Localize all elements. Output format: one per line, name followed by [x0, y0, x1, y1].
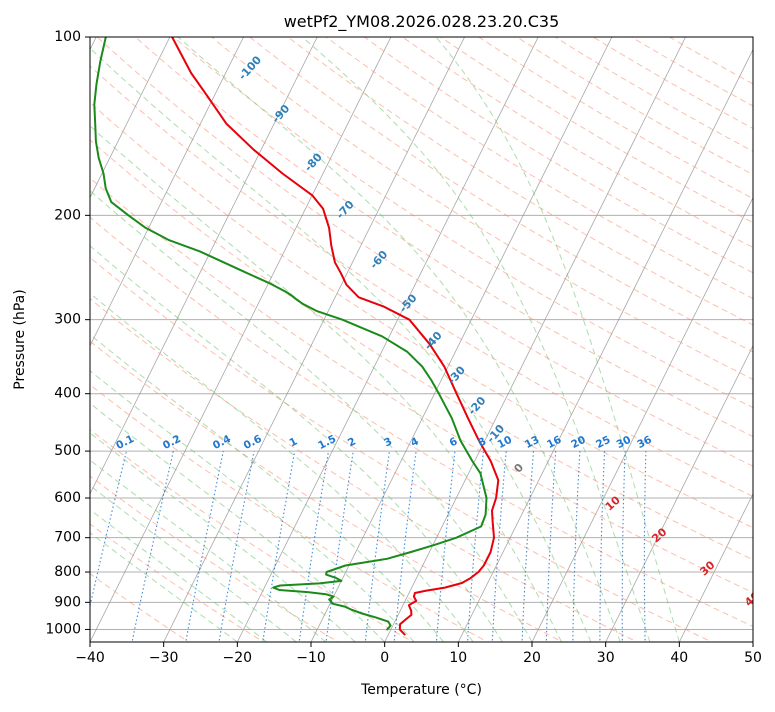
- x-tick-label: −30: [149, 650, 179, 666]
- y-tick-label: 900: [54, 594, 81, 610]
- y-tick-label: 100: [54, 29, 81, 45]
- x-tick-label: 10: [449, 650, 467, 666]
- x-tick-label: 0: [380, 650, 389, 666]
- y-axis-label: Pressure (hPa): [12, 289, 28, 389]
- x-tick-label: −10: [296, 650, 326, 666]
- x-tick-label: 50: [744, 650, 762, 666]
- y-tick-label: 700: [54, 530, 81, 546]
- y-tick-label: 300: [54, 312, 81, 328]
- y-tick-label: 200: [54, 207, 81, 223]
- chart-title: wetPf2_YM08.2026.028.23.20.C35: [284, 12, 560, 32]
- y-tick-label: 800: [54, 564, 81, 580]
- x-tick-label: 30: [597, 650, 615, 666]
- x-axis-label: Temperature (°C): [360, 682, 482, 698]
- y-tick-label: 600: [54, 490, 81, 506]
- x-tick-label: −20: [223, 650, 253, 666]
- x-tick-label: −40: [75, 650, 105, 666]
- y-tick-label: 400: [54, 386, 81, 402]
- x-tick-label: 20: [523, 650, 541, 666]
- x-tick-label: 40: [670, 650, 688, 666]
- y-tick-label: 1000: [45, 621, 81, 637]
- y-tick-label: 500: [54, 443, 81, 459]
